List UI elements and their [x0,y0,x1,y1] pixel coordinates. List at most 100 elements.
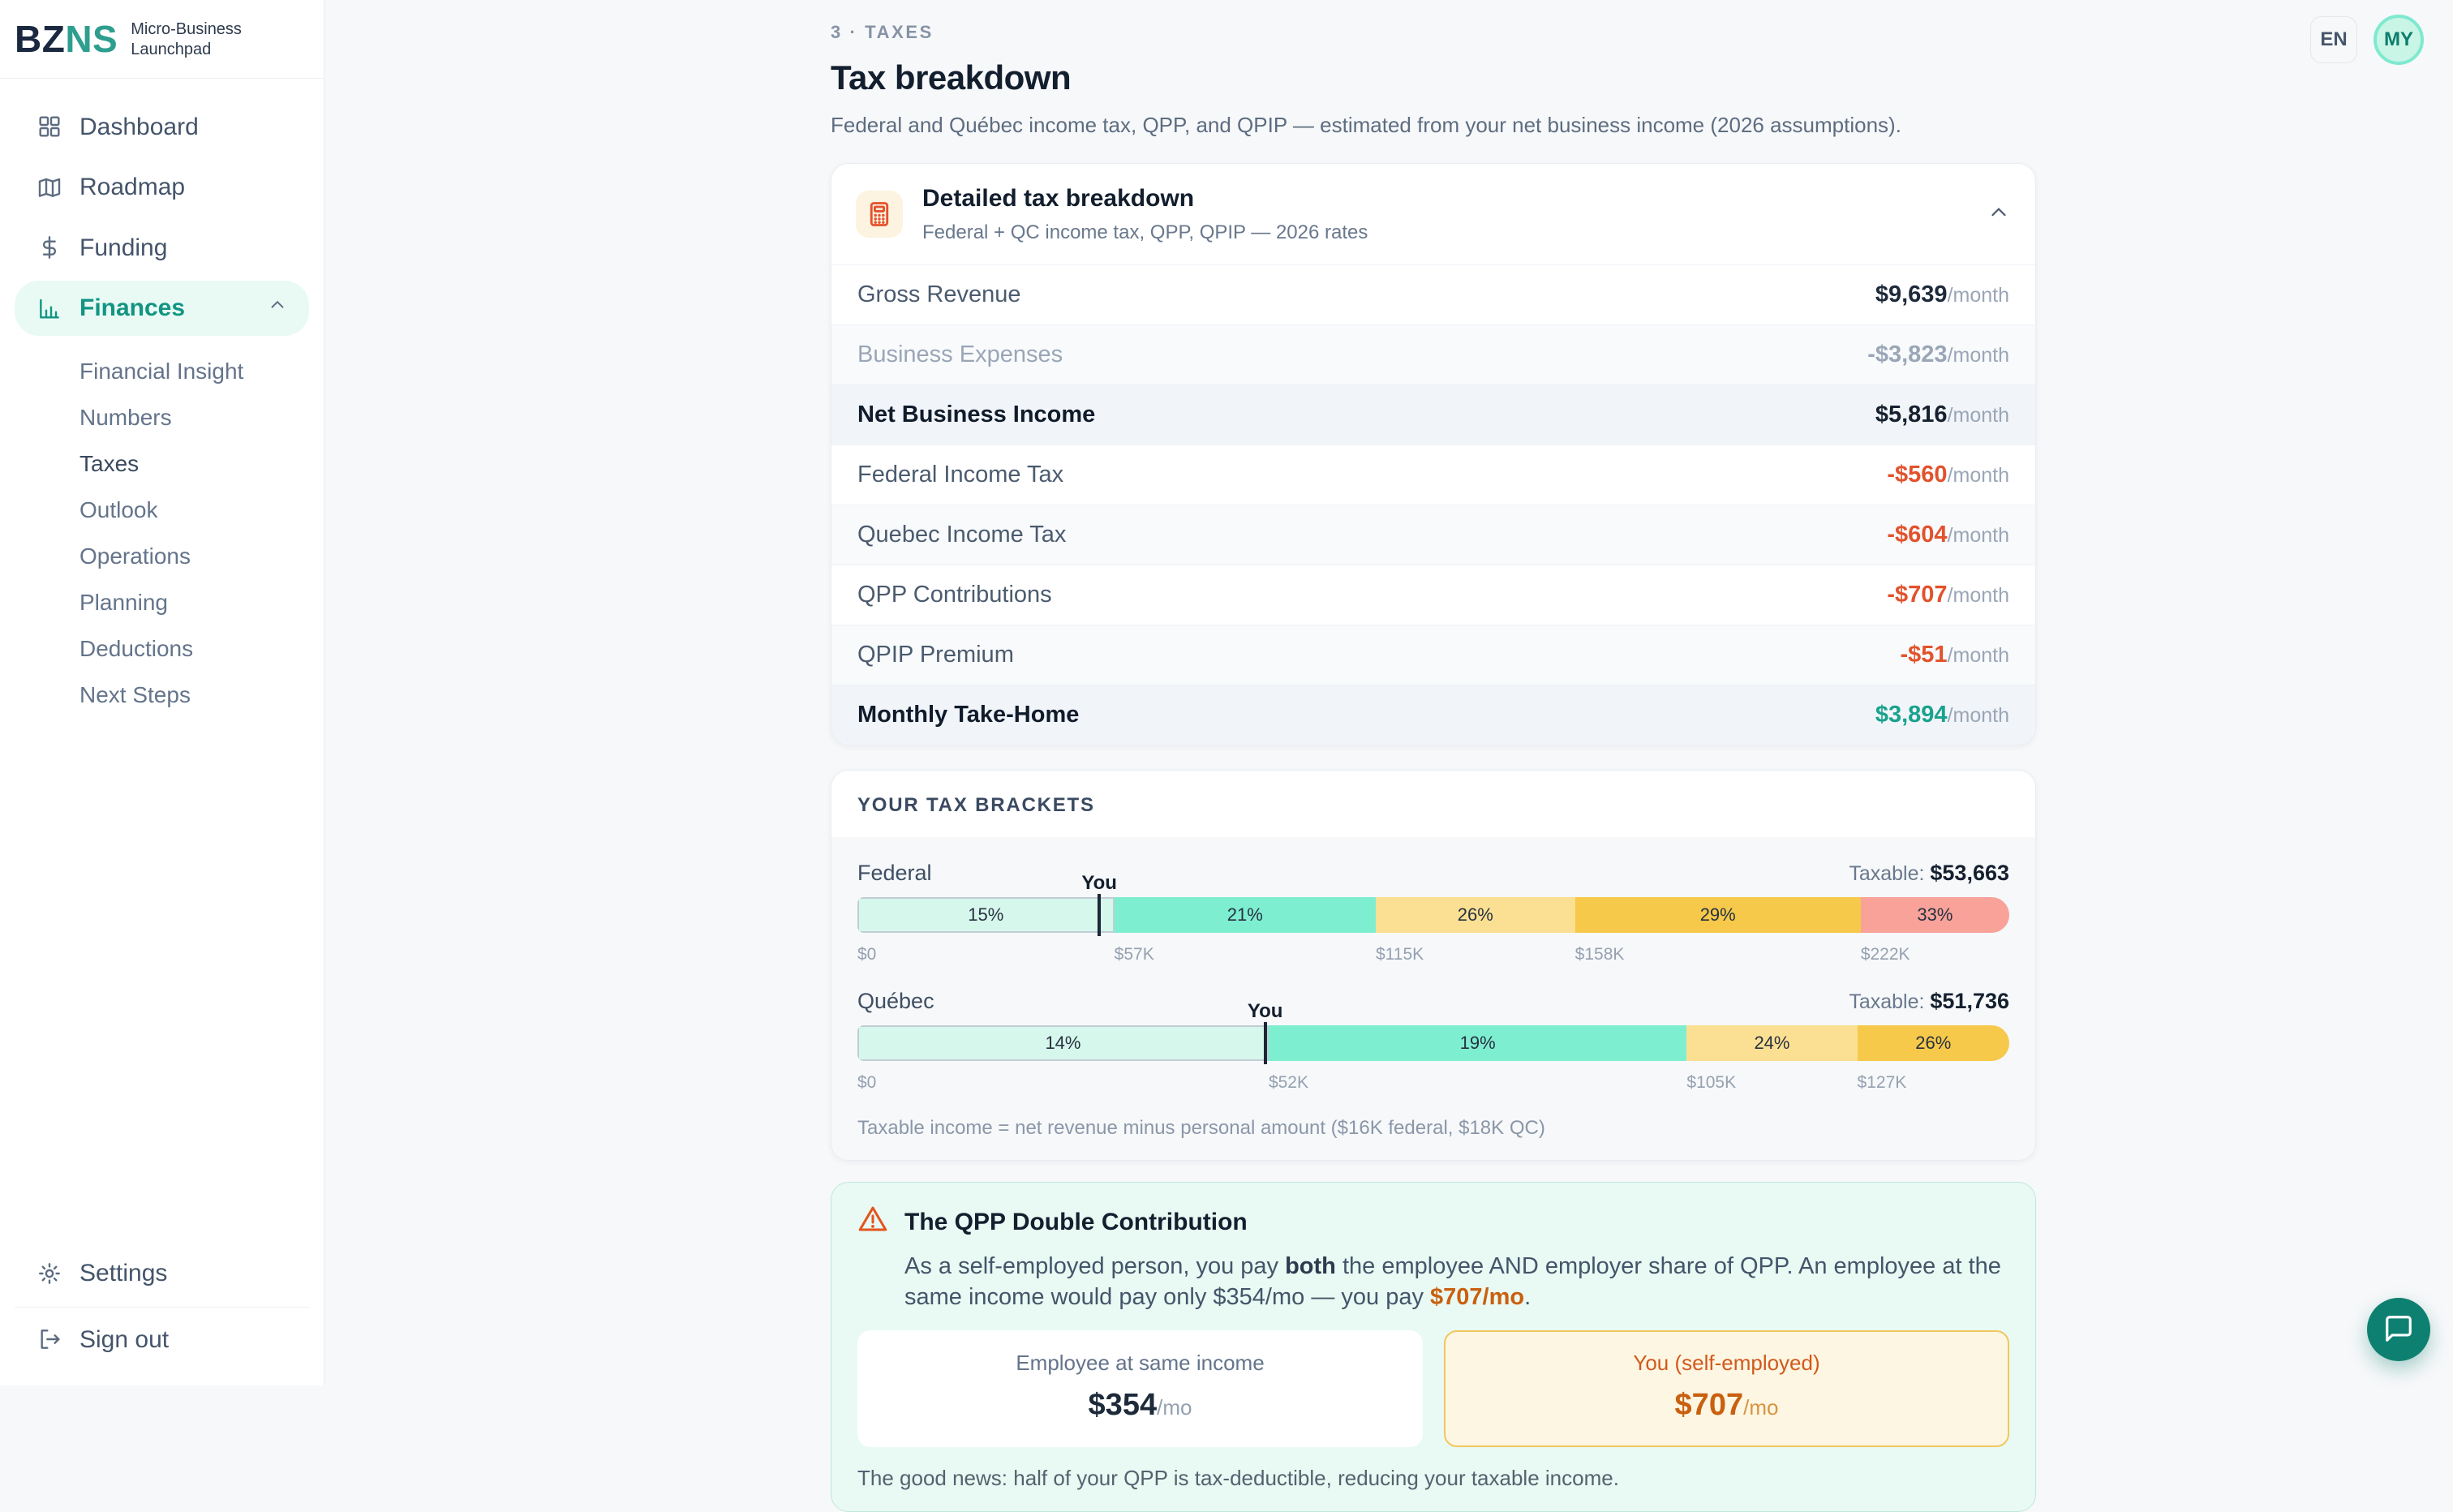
breakdown-card-header[interactable]: Detailed tax breakdown Federal + QC inco… [831,164,2035,265]
warning-icon [857,1204,888,1239]
sidebar-subitem-operations[interactable]: Operations [79,543,191,569]
row-label: Monthly Take-Home [857,702,1080,728]
tick-label: $127K [1857,1072,1907,1092]
qpp-card-employee: Employee at same income $354/mo [857,1330,1423,1448]
breadcrumb: 3 · TAXES [831,22,934,42]
page-title: Tax breakdown [831,58,1072,97]
sidebar-subitem-next-steps[interactable]: Next Steps [79,681,191,707]
table-row: Net Business Income $5,816/month [831,384,2035,445]
bracket-segment: 21% [1114,896,1376,933]
row-value: -$707/month [1887,582,2009,608]
collapse-button[interactable] [1987,200,2011,227]
logo-ns: NS [65,18,118,60]
breakdown-rows: Gross Revenue $9,639/month Business Expens… [831,264,2035,745]
row-label: Business Expenses [857,341,1063,368]
page-subtitle: Federal and Québec income tax, QPP, and … [831,113,1901,137]
chat-button[interactable] [2367,1298,2430,1361]
row-value: -$3,823/month [1867,341,2009,368]
row-label: Federal Income Tax [857,462,1064,488]
bracket-segment: 24% [1686,1024,1858,1061]
main-area: EN MY 3 · TAXES Tax breakdown Federal an… [324,0,2453,1512]
bracket-ticks: $0 $52K $105K $127K [857,1072,2009,1093]
sidebar-footer: Settings Sign out [0,1241,324,1385]
logo-wordmark: BZNS [15,16,118,63]
qpp-card-self-employed: You (self-employed) $707/mo [1444,1330,2009,1448]
sidebar-item-label: Roadmap [79,174,186,200]
bracket-bar-group: Federal Taxable: $53,663 15% 21% 26% 29% 33% Yo… [857,860,2009,965]
row-label: Net Business Income [857,402,1096,428]
qpp-comparison-cards: Employee at same income $354/mo You (self-… [857,1330,2009,1448]
sidebar-item-signout[interactable]: Sign out [15,1312,309,1368]
calculator-icon [856,190,903,238]
sidebar-item-label: Funding [79,234,168,261]
you-marker-label: You [1076,870,1122,896]
sidebar-item-funding[interactable]: Funding [15,221,309,276]
taxable-amount: Taxable: $53,663 [1849,861,2009,885]
bracket-ticks: $0 $57K $115K $158K $222K [857,944,2009,965]
brackets-bars: Federal Taxable: $53,663 15% 21% 26% 29% 33% Yo… [857,860,2009,1093]
language-button[interactable]: EN [2310,16,2357,63]
you-marker-line [1098,893,1102,936]
tick-label: $115K [1376,944,1424,964]
table-row: QPIP Premium -$51/month [831,625,2035,685]
topbar: EN MY [2310,15,2424,65]
bracket-segment: 26% [1375,896,1575,933]
section-title: YOUR TAX BRACKETS [857,794,1095,816]
sidebar-subitem-deductions[interactable]: Deductions [79,635,194,661]
bracket-segment: 19% [1268,1024,1687,1061]
bracket-jurisdiction-label: Federal [857,861,932,885]
qpp-body-bold: both [1285,1252,1336,1279]
chevron-up-icon [267,293,288,324]
sidebar-item-finances[interactable]: Finances [15,281,309,336]
sidebar-subitem-taxes[interactable]: Taxes [79,450,140,476]
qpp-card-value: $354/mo [1088,1387,1192,1422]
sidebar-item-label: Settings [79,1260,168,1286]
sidebar-subitem-financial-insight[interactable]: Financial Insight [79,358,244,384]
sidebar-item-settings[interactable]: Settings [15,1246,309,1301]
brand-logo[interactable]: BZNS Micro-Business Launchpad [0,0,324,79]
card-subtitle: Federal + QC income tax, QPP, QPIP — 202… [922,221,1368,243]
tick-label: $222K [1860,944,1910,964]
row-label: Quebec Income Tax [857,522,1067,548]
dashboard-grid-icon [36,113,63,140]
row-value: $9,639/month [1875,281,2009,308]
table-row: Business Expenses -$3,823/month [831,324,2035,384]
chat-bubble-icon [2383,1313,2414,1347]
avatar[interactable]: MY [2374,15,2424,65]
sign-out-icon [36,1325,63,1353]
qpp-card-value: $707/mo [1674,1387,1779,1422]
bracket-segment: 15% [857,896,1115,933]
sidebar-subitem-numbers[interactable]: Numbers [79,404,172,430]
qpp-body-text: . [1524,1283,1532,1310]
card-title: Detailed tax breakdown [922,184,1195,212]
bracket-segment: 33% [1860,896,2009,933]
row-value: -$560/month [1887,462,2009,488]
taxable-amount: Taxable: $51,736 [1849,988,2009,1013]
row-value: -$604/month [1887,522,2009,548]
table-row: QPP Contributions -$707/month [831,565,2035,625]
row-value: -$51/month [1900,642,2009,668]
sidebar-subitem-planning[interactable]: Planning [79,589,168,615]
qpp-callout: The QPP Double Contribution As a self-em… [831,1181,2036,1512]
page-content: 3 · TAXES Tax breakdown Federal and Québ… [831,0,2036,1512]
qpp-title: The QPP Double Contribution [904,1208,1248,1235]
bar-chart-icon [36,294,63,322]
tick-label: $105K [1686,1072,1737,1092]
sidebar-item-dashboard[interactable]: Dashboard [15,100,309,155]
row-value: $5,816/month [1875,402,2009,428]
you-marker-line [1263,1021,1267,1064]
tax-brackets-card: YOUR TAX BRACKETS Federal Taxable: $53,66… [831,770,2036,1161]
sidebar-item-roadmap[interactable]: Roadmap [15,160,309,215]
map-icon [36,174,63,201]
bracket-bar-group: Québec Taxable: $51,736 14% 19% 24% 26% You $0 $… [857,988,2009,1093]
sidebar-item-label: Dashboard [79,113,199,140]
qpp-body-highlight: $707/mo [1430,1283,1525,1310]
logo-bz: BZ [15,18,66,60]
sidebar: BZNS Micro-Business Launchpad Dashboard … [0,0,324,1385]
divider [15,1306,309,1308]
qpp-card-label: Employee at same income [1016,1351,1265,1376]
bracket-segment: 29% [1574,896,1861,933]
sidebar-subitem-outlook[interactable]: Outlook [79,496,158,522]
qpp-card-label: You (self-employed) [1633,1351,1820,1376]
qpp-body-text: the employee AND employer share of QPP. … [904,1252,2001,1310]
